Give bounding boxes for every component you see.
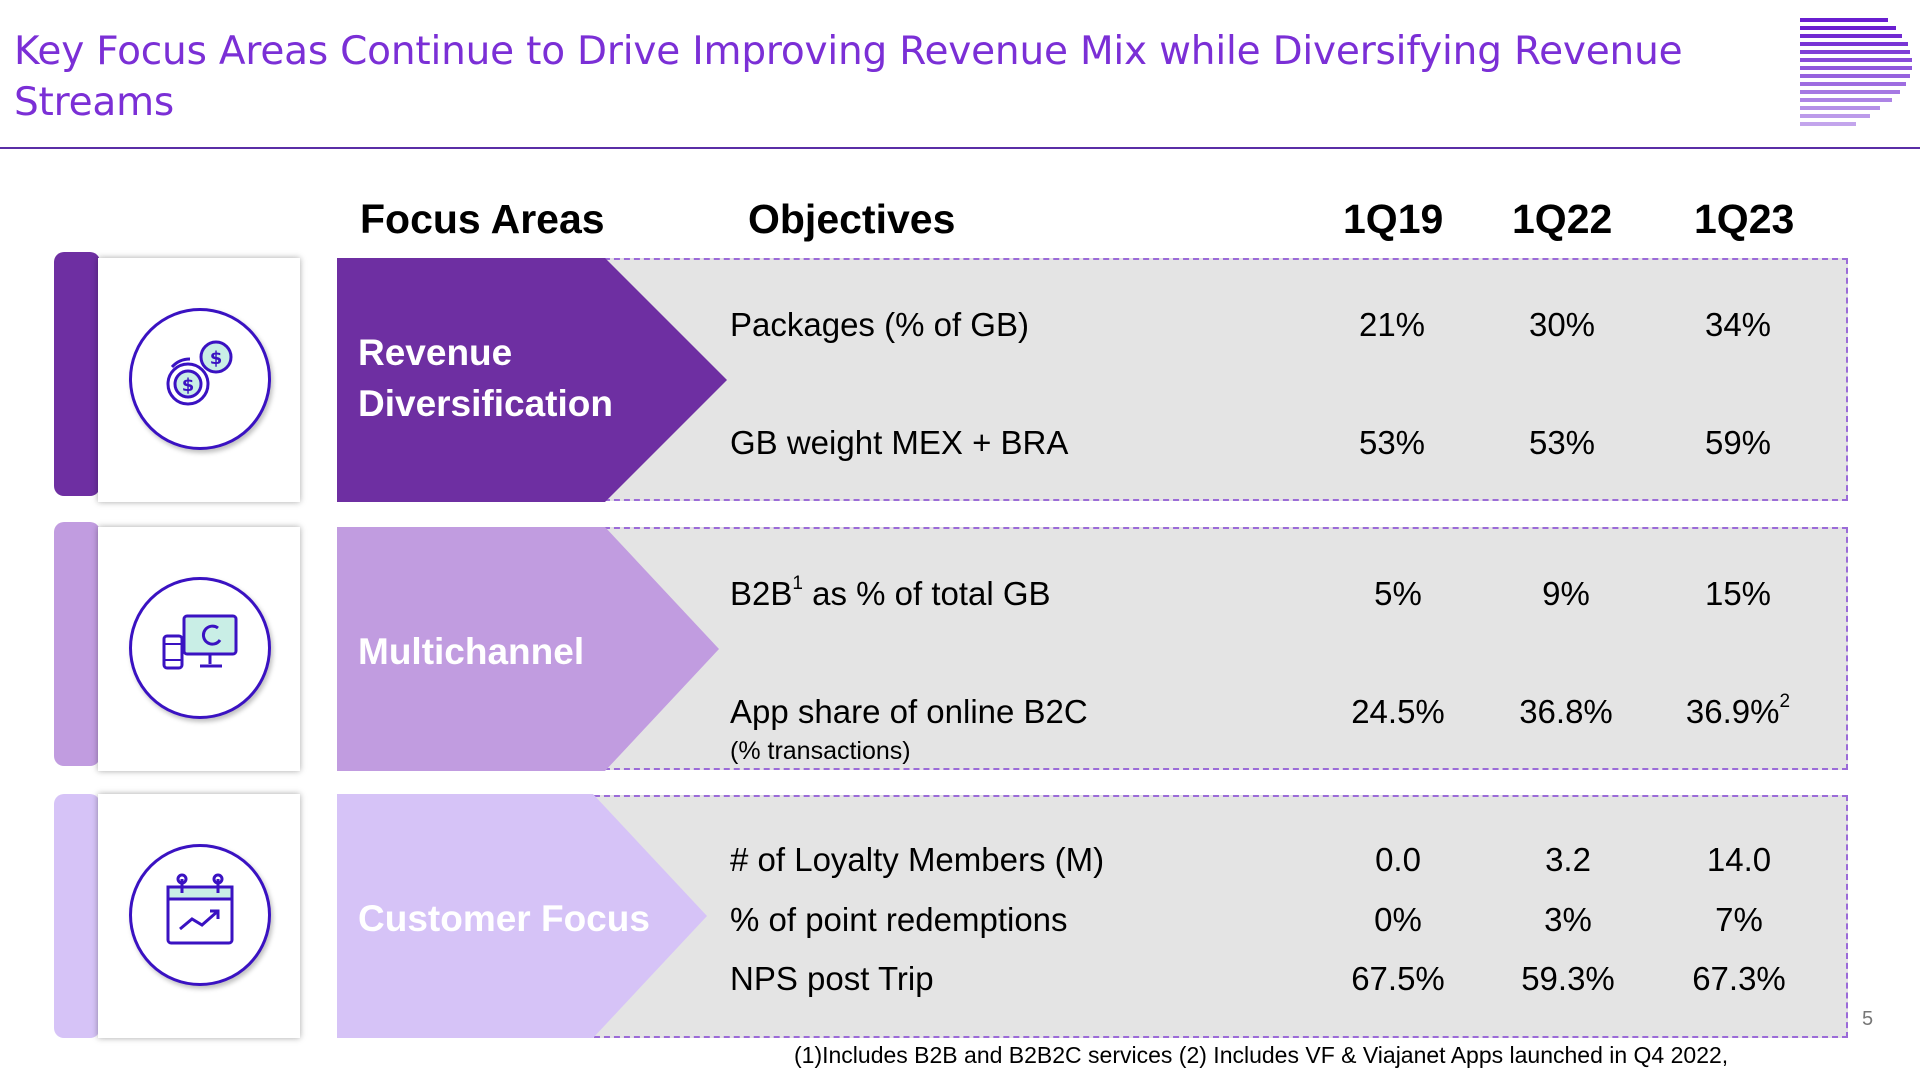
focus-area-chevron <box>337 258 727 502</box>
objective-label: GB weight MEX + BRA <box>730 424 1069 461</box>
svg-text:$: $ <box>210 348 223 369</box>
value-1q22: 53% <box>1528 424 1596 461</box>
value-1q19: 53% <box>1358 424 1426 461</box>
calendar-growth-icon <box>166 873 234 945</box>
value-1q23: 67.3% <box>1692 960 1786 997</box>
focus-area-label: Customer Focus <box>358 898 650 939</box>
icon-card: $ $ <box>98 258 300 502</box>
title-divider <box>0 147 1920 149</box>
objective-label: NPS post Trip <box>730 960 934 997</box>
value-1q19: 21% <box>1358 306 1426 343</box>
section-color-bar <box>54 794 100 1038</box>
value-1q22: 59.3% <box>1521 960 1615 997</box>
value-1q23: 59% <box>1704 424 1772 461</box>
focus-area-label: Multichannel <box>358 631 585 672</box>
icon-card <box>98 527 300 771</box>
devices-icon <box>162 614 238 670</box>
value-1q23: 15% <box>1704 575 1772 612</box>
coins-dollar-icon: $ $ <box>166 340 233 406</box>
page-title: Key Focus Areas Continue to Drive Improv… <box>14 29 1683 125</box>
value-1q19: 24.5% <box>1351 693 1445 730</box>
value-1q19: 0% <box>1374 901 1422 938</box>
value-1q22: 9% <box>1542 575 1590 612</box>
icon-card <box>98 794 300 1038</box>
footnote: (1)Includes B2B and B2B2C services (2) I… <box>794 1042 1729 1068</box>
objective-label: # of Loyalty Members (M) <box>730 841 1105 878</box>
objective-sublabel: (% transactions) <box>730 737 911 765</box>
objective-label: App share of online B2C <box>730 693 1088 730</box>
icon-circle <box>129 577 271 719</box>
header-1q23: 1Q23 <box>1694 196 1795 242</box>
header-objectives: Objectives <box>748 196 956 242</box>
value-1q19: 0.0 <box>1375 841 1421 878</box>
header-1q19: 1Q19 <box>1343 196 1444 242</box>
company-logo <box>1800 18 1912 126</box>
section-color-bar <box>54 522 100 766</box>
value-1q22: 3% <box>1544 901 1592 938</box>
value-1q23: 34% <box>1704 306 1772 343</box>
value-1q23: 7% <box>1715 901 1763 938</box>
icon-circle: $ $ <box>129 308 271 450</box>
header-focus-areas: Focus Areas <box>360 196 605 242</box>
icon-circle <box>129 844 271 986</box>
section-color-bar <box>54 252 100 496</box>
objective-label: % of point redemptions <box>730 901 1068 938</box>
page-number: 5 <box>1862 1008 1874 1030</box>
focus-area-label: Revenue Diversification <box>358 332 613 424</box>
value-1q22: 30% <box>1528 306 1596 343</box>
objective-label: B2B1 as % of total GB <box>730 573 1051 612</box>
header-1q22: 1Q22 <box>1512 196 1613 242</box>
value-1q22: 3.2 <box>1545 841 1591 878</box>
svg-text:$: $ <box>182 375 195 396</box>
data-panel <box>574 527 1848 770</box>
value-1q23: 36.9%2 <box>1685 691 1791 730</box>
value-1q23: 14.0 <box>1706 841 1772 878</box>
objective-label: Packages (% of GB) <box>730 306 1029 343</box>
value-1q22: 36.8% <box>1519 693 1613 730</box>
focus-area-chevron <box>337 794 707 1038</box>
focus-area-chevron <box>337 527 719 771</box>
data-panel <box>574 258 1848 501</box>
value-1q19: 5% <box>1374 575 1422 612</box>
value-1q19: 67.5% <box>1351 960 1445 997</box>
